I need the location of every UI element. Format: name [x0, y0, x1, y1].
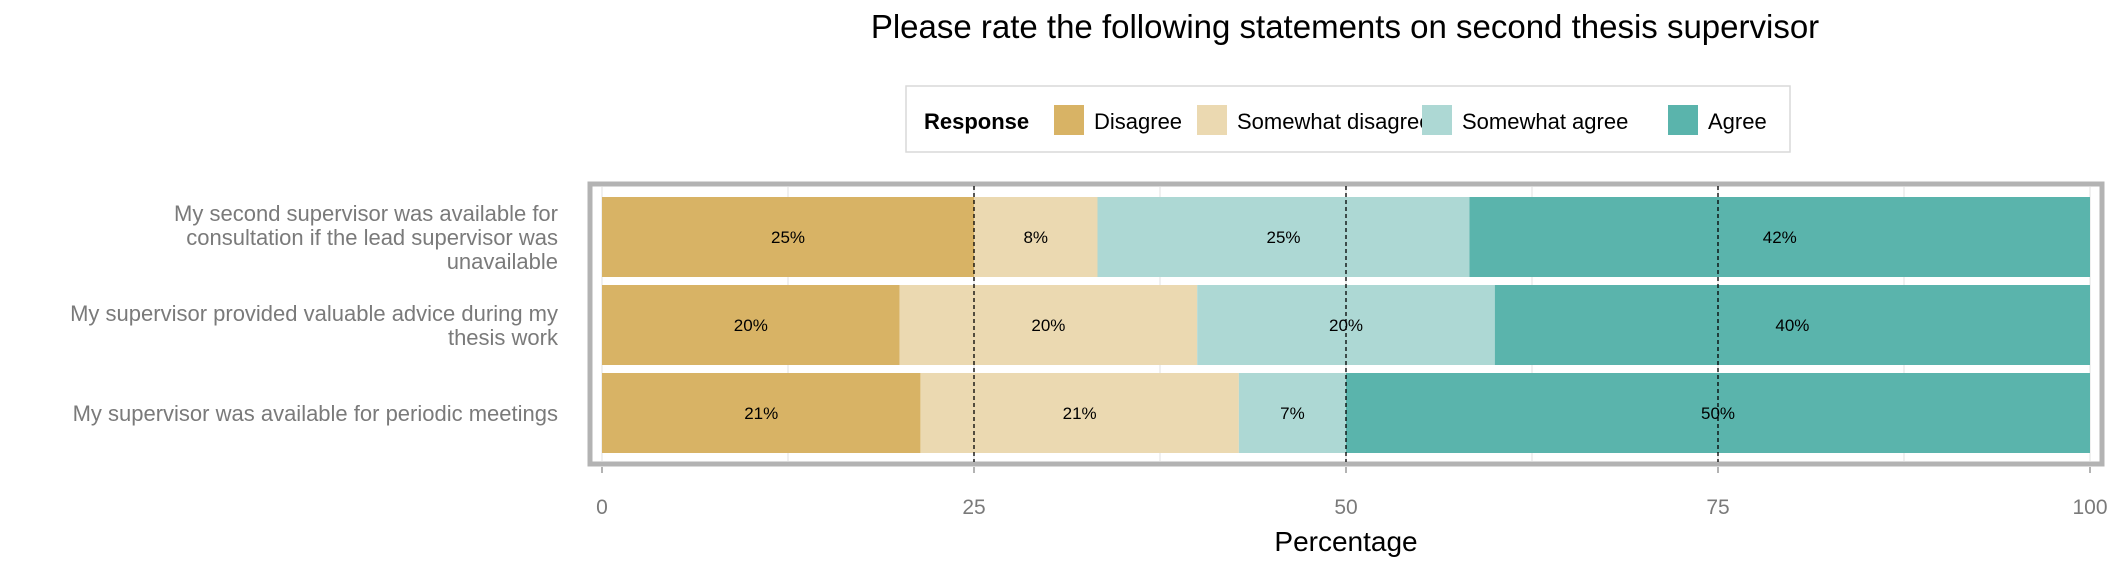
legend-swatch	[1668, 105, 1698, 135]
bar-value-label: 21%	[1063, 404, 1097, 423]
bar-segment	[899, 285, 1198, 365]
bar-value-label: 42%	[1763, 228, 1797, 247]
legend-swatch	[1054, 105, 1084, 135]
legend-title: Response	[924, 109, 1029, 134]
bar-value-label: 25%	[771, 228, 805, 247]
x-tick-label: 50	[1334, 496, 1357, 519]
bar-value-label: 20%	[1031, 316, 1065, 335]
bar-segment	[1494, 285, 2090, 365]
legend-swatch	[1422, 105, 1452, 135]
x-tick-label: 100	[2072, 496, 2107, 519]
bar-value-label: 21%	[744, 404, 778, 423]
legend-label: Somewhat agree	[1462, 109, 1628, 134]
bar-value-label: 8%	[1023, 228, 1048, 247]
bar-segment	[602, 285, 900, 365]
bar-value-label: 7%	[1280, 404, 1305, 423]
x-tick-label: 75	[1706, 496, 1729, 519]
bar-value-label: 20%	[734, 316, 768, 335]
bar-value-label: 20%	[1329, 316, 1363, 335]
legend-label: Somewhat disagree	[1237, 109, 1431, 134]
legend-swatch	[1197, 105, 1227, 135]
category-label: My supervisor provided valuable advice d…	[70, 301, 559, 350]
bar-segment	[1469, 197, 2090, 277]
reference-lines	[973, 186, 1719, 462]
legend-label: Agree	[1708, 109, 1767, 134]
category-labels: My second supervisor was available for co…	[70, 201, 559, 426]
x-tick-label: 25	[962, 496, 985, 519]
x-axis: 0 25 50 75 100 Percentage	[596, 467, 2108, 557]
bar-value-label: 25%	[1266, 228, 1300, 247]
category-label: My second supervisor was available for co…	[174, 201, 558, 274]
x-tick-label: 0	[596, 496, 608, 519]
bar-segment	[1097, 197, 1470, 277]
bar-labels: 25% 8% 25% 42%20% 20% 20% 40%21% 21% 7% 50%	[734, 228, 1810, 423]
bar-segment	[602, 373, 921, 453]
legend: Response Disagree Somewhat disagree Somewha…	[905, 85, 1791, 153]
chart-title: Please rate the following statements on …	[870, 8, 1820, 45]
legend-label: Disagree	[1094, 109, 1182, 134]
bar-value-label: 40%	[1775, 316, 1809, 335]
bars	[602, 197, 2090, 453]
bar-segment	[1238, 373, 1346, 453]
legend-box	[905, 85, 1791, 153]
bar-segment	[602, 197, 974, 277]
bar-segment	[974, 197, 1098, 277]
category-label: My supervisor was available for periodic…	[73, 401, 558, 426]
x-axis-title: Percentage	[1274, 526, 1417, 557]
